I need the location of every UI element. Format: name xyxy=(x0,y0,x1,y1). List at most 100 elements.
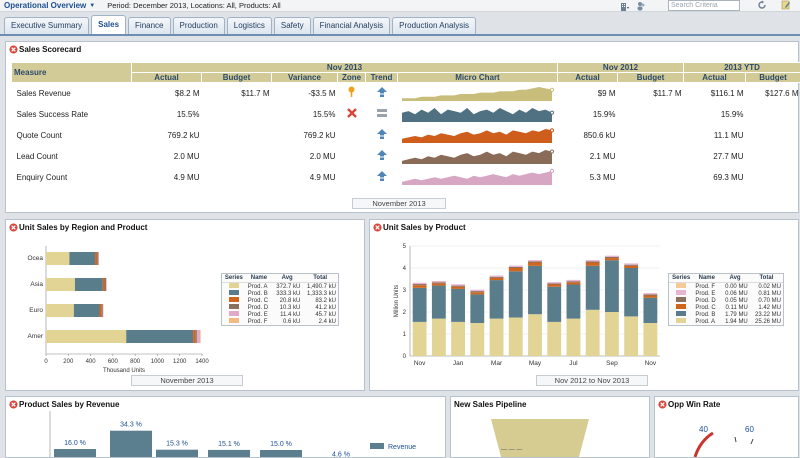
close-icon[interactable] xyxy=(658,400,667,409)
column-segment[interactable] xyxy=(509,268,523,271)
column-segment[interactable] xyxy=(547,287,561,322)
tab-production[interactable]: Production xyxy=(173,17,225,34)
column-segment[interactable] xyxy=(490,277,504,278)
column-segment[interactable] xyxy=(490,275,504,276)
measure-cell[interactable]: Sales Success Rate xyxy=(12,104,132,125)
bar-segment[interactable] xyxy=(74,304,100,317)
app-title[interactable]: Operational Overview xyxy=(0,1,86,10)
column-segment[interactable] xyxy=(413,285,427,288)
column-segment[interactable] xyxy=(509,318,523,357)
column-segment[interactable] xyxy=(547,282,561,283)
chevron-down-icon[interactable]: ▼ xyxy=(89,3,95,9)
close-icon[interactable] xyxy=(9,45,18,54)
column-segment[interactable] xyxy=(432,282,446,283)
column-segment[interactable] xyxy=(470,292,484,294)
bar-segment[interactable] xyxy=(102,304,103,317)
column-segment[interactable] xyxy=(490,280,504,319)
column-segment[interactable] xyxy=(528,260,542,261)
column-segment[interactable] xyxy=(586,266,600,310)
column-segment[interactable] xyxy=(567,281,581,282)
bar-segment[interactable] xyxy=(197,330,200,343)
bar-segment[interactable] xyxy=(126,330,193,343)
column-segment[interactable] xyxy=(528,261,542,262)
tab-safety[interactable]: Safety xyxy=(274,17,311,34)
edit-icon[interactable] xyxy=(781,0,791,10)
bar-segment[interactable] xyxy=(97,252,98,265)
column-segment[interactable] xyxy=(605,260,619,312)
column-segment[interactable] xyxy=(605,256,619,257)
column-segment[interactable] xyxy=(432,283,446,285)
measure-cell[interactable]: Enquiry Count xyxy=(12,167,132,188)
column-segment[interactable] xyxy=(605,312,619,356)
tab-logistics[interactable]: Logistics xyxy=(227,17,272,34)
column-segment[interactable] xyxy=(470,294,484,323)
column-segment[interactable] xyxy=(643,298,657,323)
column-segment[interactable] xyxy=(413,322,427,356)
column-segment[interactable] xyxy=(643,294,657,295)
column-segment[interactable] xyxy=(413,283,427,284)
column-segment[interactable] xyxy=(624,268,638,316)
search-input[interactable]: Search Criteria xyxy=(668,0,740,11)
measure-cell[interactable]: Sales Revenue xyxy=(12,83,132,104)
bar-segment[interactable] xyxy=(98,252,99,265)
column-segment[interactable] xyxy=(605,257,619,258)
column-segment[interactable] xyxy=(432,286,446,319)
tab-sales[interactable]: Sales xyxy=(91,15,126,34)
column-segment[interactable] xyxy=(451,289,465,322)
refresh-icon[interactable] xyxy=(757,0,767,10)
column-segment[interactable] xyxy=(586,263,600,266)
column-segment[interactable] xyxy=(451,322,465,356)
column-segment[interactable] xyxy=(470,291,484,292)
column-segment[interactable] xyxy=(490,319,504,356)
bar-segment[interactable] xyxy=(99,304,101,317)
column-segment[interactable] xyxy=(643,293,657,294)
column-segment[interactable] xyxy=(586,310,600,356)
close-icon[interactable] xyxy=(9,400,18,409)
bar-segment[interactable] xyxy=(69,252,95,265)
column-segment[interactable] xyxy=(567,319,581,356)
column-segment[interactable] xyxy=(643,323,657,356)
column-segment[interactable] xyxy=(470,290,484,291)
column-segment[interactable] xyxy=(509,266,523,267)
column-segment[interactable] xyxy=(451,286,465,287)
bar-segment[interactable] xyxy=(46,278,75,291)
bar-segment[interactable] xyxy=(46,304,74,317)
bar-segment[interactable] xyxy=(103,304,104,317)
bar-segment[interactable] xyxy=(46,252,69,265)
column-segment[interactable] xyxy=(624,316,638,356)
building-icon[interactable] xyxy=(620,1,630,11)
column-segment[interactable] xyxy=(470,323,484,356)
column-segment[interactable] xyxy=(567,282,581,284)
column-segment[interactable] xyxy=(547,322,561,356)
column-segment[interactable] xyxy=(528,266,542,314)
tab-production-analysis[interactable]: Production Analysis xyxy=(392,17,476,34)
column-segment[interactable] xyxy=(624,263,638,264)
close-icon[interactable] xyxy=(373,223,382,232)
column-segment[interactable] xyxy=(643,296,657,298)
close-icon[interactable] xyxy=(9,223,18,232)
bar-segment[interactable] xyxy=(196,330,197,343)
bar-segment[interactable] xyxy=(75,278,103,291)
column-segment[interactable] xyxy=(547,285,561,287)
people-icon[interactable] xyxy=(636,1,646,11)
column-segment[interactable] xyxy=(413,284,427,285)
column-segment[interactable] xyxy=(451,287,465,289)
measure-cell[interactable]: Lead Count xyxy=(12,146,132,167)
bar-segment[interactable] xyxy=(193,330,196,343)
column-segment[interactable] xyxy=(567,285,581,319)
bar-segment[interactable] xyxy=(46,330,126,343)
bar-segment[interactable] xyxy=(103,278,105,291)
column-segment[interactable] xyxy=(528,314,542,356)
column-segment[interactable] xyxy=(432,319,446,356)
column-segment[interactable] xyxy=(509,267,523,268)
measure-cell[interactable]: Quote Count xyxy=(12,125,132,146)
tab-executive-summary[interactable]: Executive Summary xyxy=(4,17,89,34)
column-segment[interactable] xyxy=(509,271,523,317)
column-segment[interactable] xyxy=(624,266,638,268)
bar-segment[interactable] xyxy=(106,278,107,291)
revenue-bar[interactable] xyxy=(110,431,152,457)
bar-segment[interactable] xyxy=(95,252,97,265)
column-segment[interactable] xyxy=(567,280,581,281)
column-segment[interactable] xyxy=(528,263,542,266)
column-segment[interactable] xyxy=(432,281,446,282)
